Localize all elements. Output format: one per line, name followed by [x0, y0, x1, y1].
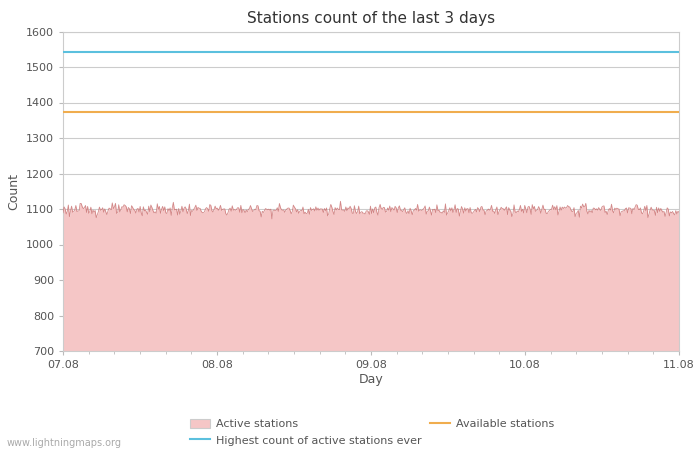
- Legend: Active stations, Highest count of active stations ever, Available stations: Active stations, Highest count of active…: [186, 414, 559, 450]
- Text: www.lightningmaps.org: www.lightningmaps.org: [7, 438, 122, 448]
- Title: Stations count of the last 3 days: Stations count of the last 3 days: [247, 11, 495, 26]
- Y-axis label: Count: Count: [7, 173, 20, 210]
- X-axis label: Day: Day: [358, 373, 384, 386]
